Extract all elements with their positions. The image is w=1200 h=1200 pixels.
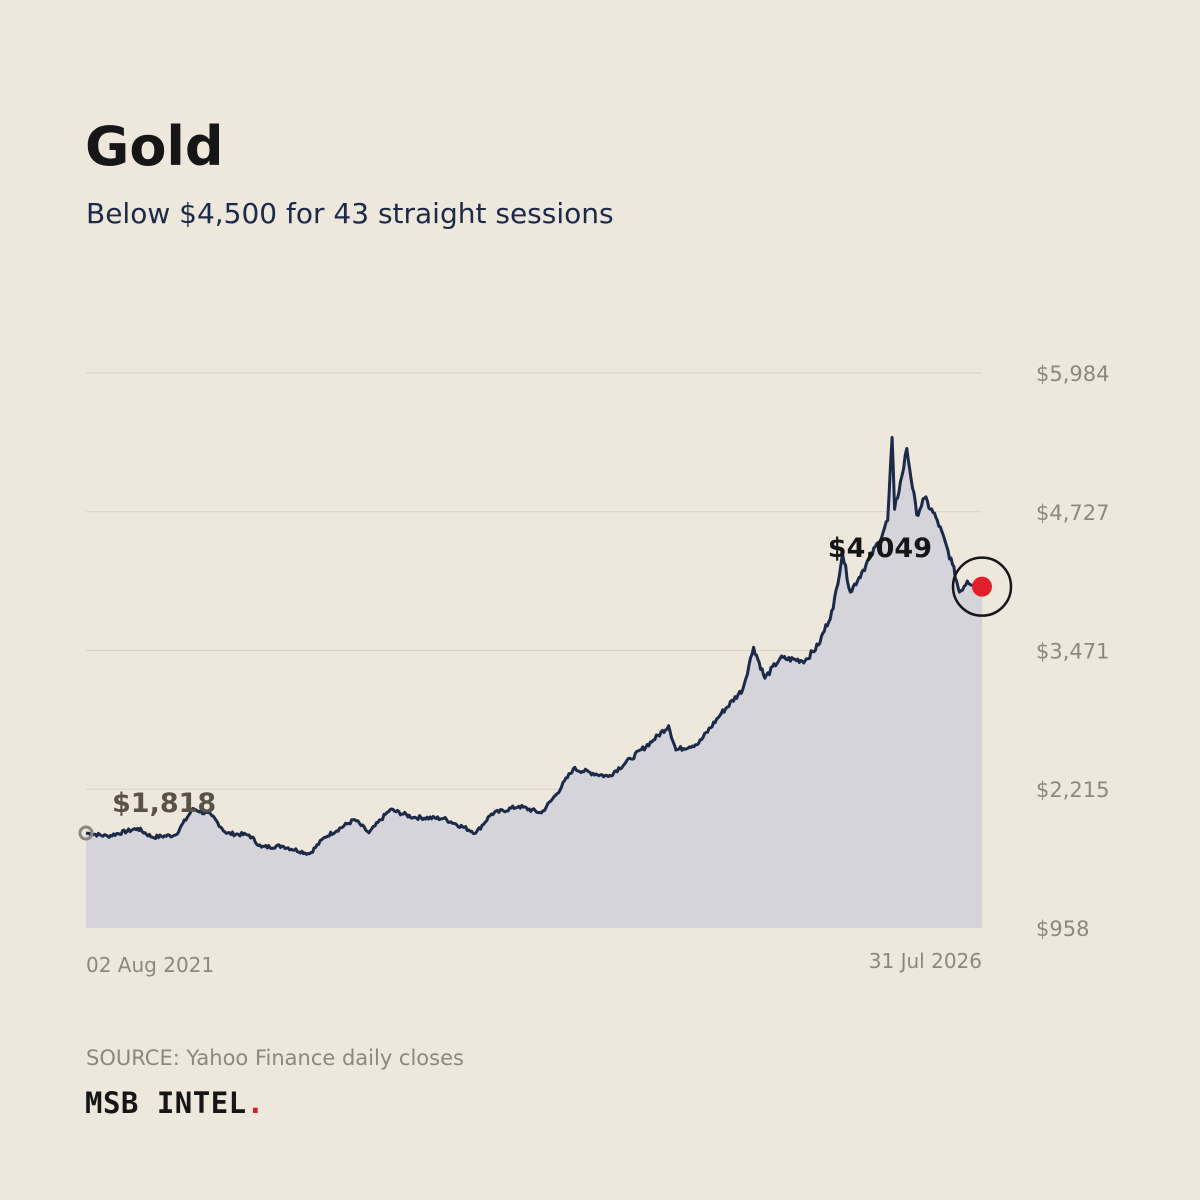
annotation-markers: $1,818 $4,049 [78, 533, 1013, 841]
brand-logo: MSB INTEL. [85, 1089, 265, 1118]
y-tick-label: $4,727 [1036, 501, 1109, 525]
source-note: SOURCE: Yahoo Finance daily closes [86, 1046, 464, 1070]
y-tick-label: $958 [1036, 917, 1089, 941]
y-axis-ticks: $958 $2,215 $3,471 $4,727 $5,984 [1036, 362, 1109, 941]
price-series-line [85, 436, 984, 856]
y-tick-label: $2,215 [1036, 778, 1109, 802]
x-axis-ticks: 02 Aug 2021 31 Jul 2026 [86, 949, 982, 977]
x-tick-label-start: 02 Aug 2021 [86, 953, 214, 977]
y-tick-label: $5,984 [1036, 362, 1109, 386]
chart-subtitle: Below $4,500 for 43 straight sessions [86, 197, 614, 230]
brand-name: MSB INTEL [85, 1086, 247, 1120]
end-marker-ring [951, 556, 1013, 617]
brand-dot: . [246, 1086, 265, 1120]
end-value-label: $4,049 [828, 533, 932, 564]
end-marker-dot [972, 576, 992, 597]
gold-price-chart: $958 $2,215 $3,471 $4,727 $5,984 02 Aug 2021… [78, 362, 1109, 977]
y-tick-label: $3,471 [1036, 640, 1109, 664]
chart-title: Gold [85, 115, 224, 178]
x-tick-label-end: 31 Jul 2026 [869, 949, 982, 973]
price-area-fill [86, 437, 982, 928]
start-marker [78, 825, 94, 841]
start-value-label: $1,818 [112, 788, 216, 819]
